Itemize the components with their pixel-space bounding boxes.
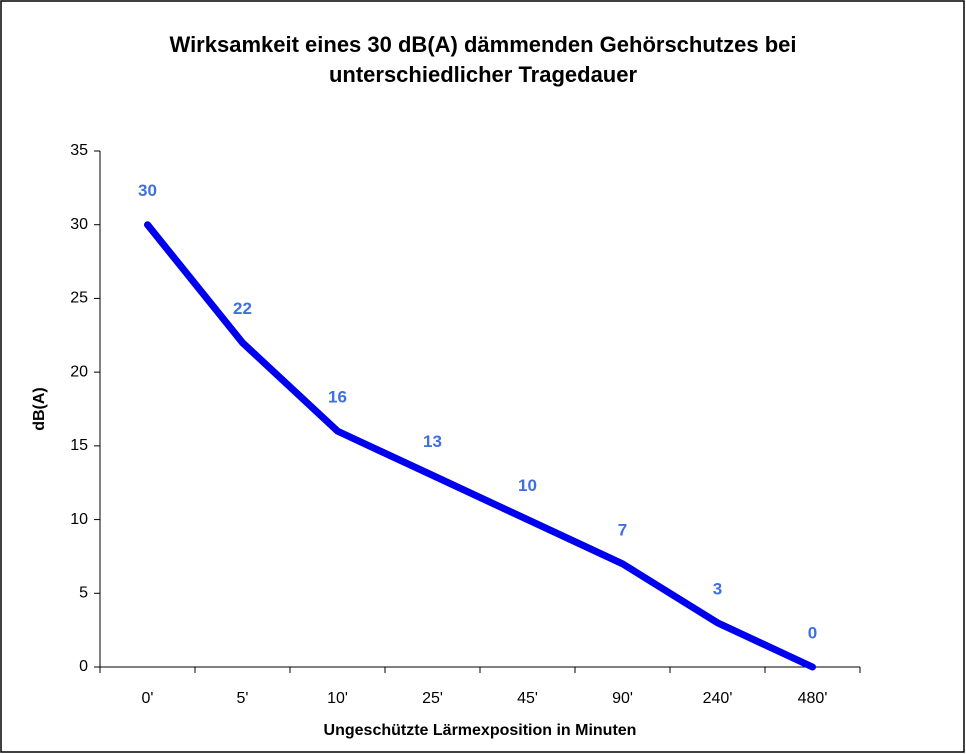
data-label: 30 — [138, 181, 157, 200]
y-tick-label: 0 — [79, 658, 88, 675]
y-tick-label: 25 — [70, 290, 88, 307]
data-label: 7 — [618, 520, 627, 539]
x-tick-label: 0' — [142, 690, 154, 707]
chart-title: Wirksamkeit eines 30 dB(A) dämmenden Geh… — [169, 32, 797, 87]
data-label: 13 — [423, 432, 442, 451]
data-label: 16 — [328, 388, 347, 407]
data-label: 10 — [518, 476, 537, 495]
line-series — [144, 221, 816, 671]
y-tick-label: 30 — [70, 216, 88, 233]
y-tick-label: 10 — [70, 511, 88, 528]
x-tick-label: 480' — [798, 690, 828, 707]
x-tick-label: 5' — [237, 690, 249, 707]
y-tick-label: 15 — [70, 437, 88, 454]
data-label: 22 — [233, 299, 252, 318]
data-label: 0 — [808, 623, 817, 642]
x-tick-label: 90' — [612, 690, 633, 707]
data-label: 3 — [713, 579, 722, 598]
y-tick-label: 20 — [70, 363, 88, 380]
y-tick-label: 5 — [79, 585, 88, 602]
x-tick-label: 10' — [327, 690, 348, 707]
x-tick-label: 240' — [703, 690, 733, 707]
y-tick-label: 35 — [70, 142, 88, 159]
x-tick-label: 25' — [422, 690, 443, 707]
y-axis-title: dB(A) — [31, 387, 48, 431]
x-axis-title: Ungeschützte Lärmexposition in Minuten — [324, 722, 637, 739]
x-tick-label: 45' — [517, 690, 538, 707]
